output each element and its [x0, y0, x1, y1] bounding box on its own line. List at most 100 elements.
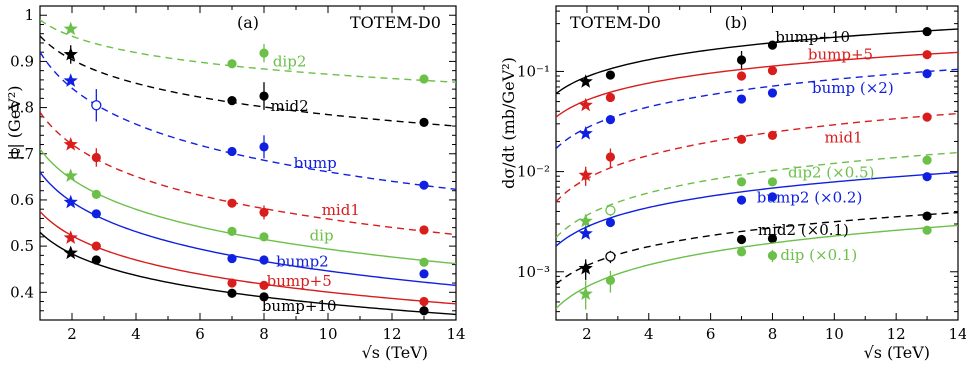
x-tick-label: 6 — [706, 325, 716, 343]
data-point — [736, 195, 747, 205]
x-tick-label: 14 — [446, 325, 465, 343]
data-point — [259, 91, 269, 101]
x-axis-label: √s (TeV) — [864, 343, 930, 362]
data-point — [419, 296, 429, 307]
data-point — [736, 94, 747, 104]
data-point — [605, 275, 616, 286]
data-point — [605, 70, 616, 80]
x-tick-label: 10 — [825, 325, 844, 343]
y-tick-label: 0.4 — [10, 283, 34, 301]
data-star — [63, 230, 78, 244]
x-tick-label: 4 — [131, 325, 141, 343]
y-tick-label: 0.9 — [10, 52, 34, 70]
data-point — [259, 255, 269, 265]
fit-curve-dip2-0-5 — [556, 151, 958, 238]
data-point — [419, 306, 429, 316]
data-point — [419, 117, 429, 127]
data-point — [922, 172, 932, 182]
data-point — [767, 88, 778, 98]
x-tick-label: 8 — [768, 325, 778, 343]
data-star — [578, 74, 593, 88]
x-tick-label: 4 — [644, 325, 654, 343]
data-star — [578, 226, 593, 240]
panel-label: (a) — [237, 13, 259, 32]
fit-curve-bump-10 — [556, 28, 958, 95]
series-dip — [40, 148, 456, 267]
data-point — [91, 209, 101, 219]
y-tick-label: 10⁻¹ — [517, 62, 550, 80]
series-bump-2 — [556, 68, 958, 150]
data-star — [578, 213, 593, 228]
data-point — [605, 152, 616, 162]
plot-frame — [555, 5, 959, 321]
fit-curve-dip — [40, 148, 456, 265]
panel-tag: TOTEM-D0 — [350, 13, 441, 32]
data-point — [736, 71, 747, 81]
series-label: bump (×2) — [812, 79, 894, 97]
data-point — [736, 134, 747, 144]
fit-curve-mid1 — [40, 111, 456, 236]
y-tick-label: 10⁻³ — [517, 263, 550, 281]
data-point — [605, 115, 616, 125]
data-point — [419, 269, 429, 279]
series-bump-5 — [556, 50, 958, 118]
series-bump-5 — [40, 211, 456, 307]
y-axis-label: dσ/dt (mb/GeV²) — [499, 57, 518, 189]
data-point — [736, 55, 747, 65]
fit-curve-mid1 — [556, 112, 958, 203]
series-mid1 — [556, 112, 958, 203]
data-star — [63, 46, 78, 61]
data-point — [736, 247, 747, 257]
data-point — [227, 198, 237, 208]
y-axis-label: |t| (GeV²) — [5, 86, 24, 161]
series-label: dip — [310, 226, 334, 244]
data-point — [767, 251, 778, 261]
fit-curve-bump-10 — [40, 231, 456, 316]
data-point — [91, 255, 101, 265]
fit-curve-bump2-0-2 — [556, 171, 958, 247]
data-point — [922, 211, 932, 221]
data-point — [227, 288, 237, 298]
fit-curve-bump-2 — [556, 68, 958, 150]
series-label: bump2 — [276, 252, 329, 270]
data-point — [91, 241, 101, 251]
series-label: bump — [294, 154, 337, 172]
data-point — [419, 180, 429, 190]
series-mid1 — [40, 111, 456, 236]
data-point — [259, 280, 269, 290]
data-point — [922, 155, 932, 165]
data-point — [419, 257, 429, 267]
data-star — [578, 286, 593, 301]
fit-curve-mid2 — [40, 35, 456, 127]
data-point — [227, 96, 237, 106]
series-label: dip (×0.1) — [780, 246, 857, 264]
data-point — [922, 112, 932, 122]
data-star — [63, 245, 78, 260]
x-tick-label: 8 — [259, 325, 269, 343]
data-point — [767, 130, 778, 140]
data-point — [91, 152, 101, 163]
series-label: bump+5 — [267, 272, 332, 290]
series-bump-10 — [40, 231, 456, 316]
data-star — [63, 73, 78, 87]
series-label: dip2 — [273, 52, 307, 70]
data-point — [922, 50, 932, 60]
series-label: dip2 (×0.5) — [788, 163, 874, 181]
data-point — [259, 207, 269, 218]
plot-frame — [39, 5, 457, 321]
series-label: bump+10 — [775, 28, 850, 46]
data-point — [259, 142, 269, 152]
series-label: bump2 (×0.2) — [757, 189, 863, 207]
y-tick-label: 1 — [24, 6, 34, 24]
fit-curve-bump-5 — [556, 51, 958, 118]
series-bump-10 — [556, 26, 958, 95]
data-star — [578, 97, 593, 112]
data-star — [63, 137, 78, 151]
y-tick-label: 0.7 — [10, 145, 34, 163]
panel-tag: TOTEM-D0 — [570, 13, 661, 32]
x-tick-label: 6 — [195, 325, 205, 343]
data-point — [419, 74, 429, 84]
data-point — [227, 253, 237, 264]
series-label: mid1 — [322, 201, 360, 219]
